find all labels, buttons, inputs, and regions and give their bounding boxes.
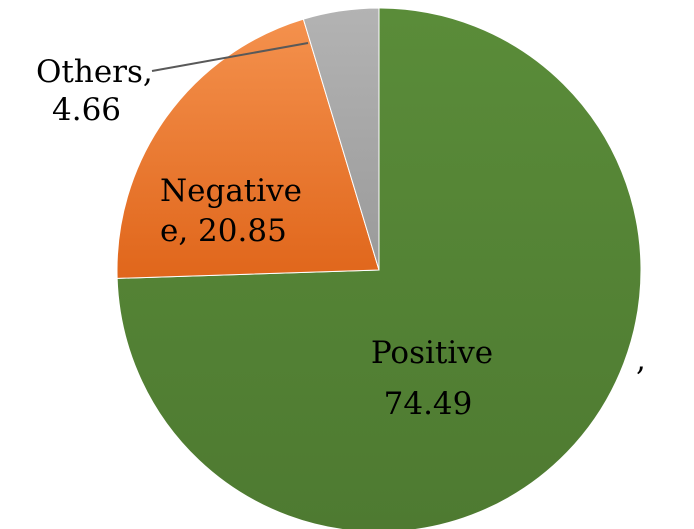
slice-label-others-name: Others, [36,54,153,90]
pie-slice-negative [116,18,380,279]
slice-label-positive-name: Positive [371,335,493,371]
slice-label-negative-value: e, 20.85 [160,213,287,249]
slice-label-others-value: 4.66 [52,92,121,128]
pie-slices [116,7,642,529]
leader-line-others [151,42,309,72]
slice-label-positive-comma: , [636,342,646,378]
slice-label-positive-value: 74.49 [384,386,473,422]
pie-slice-others [302,7,380,271]
slice-label-negative-name: Negative [160,173,302,209]
